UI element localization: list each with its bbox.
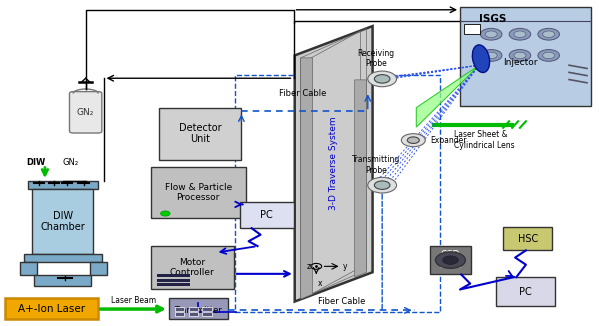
- Circle shape: [161, 211, 170, 216]
- FancyBboxPatch shape: [20, 262, 37, 275]
- Text: CCD
Cam.: CCD Cam.: [438, 250, 462, 270]
- FancyBboxPatch shape: [460, 7, 591, 106]
- Circle shape: [435, 252, 465, 268]
- Polygon shape: [416, 65, 479, 127]
- Circle shape: [485, 52, 497, 59]
- Circle shape: [514, 52, 526, 59]
- Text: Fiber Cable: Fiber Cable: [279, 89, 326, 98]
- Text: DIW
Chamber: DIW Chamber: [41, 211, 85, 232]
- FancyBboxPatch shape: [496, 277, 555, 306]
- FancyBboxPatch shape: [159, 108, 241, 160]
- Text: Transmitter: Transmitter: [174, 306, 222, 315]
- FancyBboxPatch shape: [5, 298, 98, 319]
- FancyBboxPatch shape: [175, 312, 184, 316]
- Circle shape: [443, 256, 458, 264]
- FancyBboxPatch shape: [464, 24, 480, 34]
- Text: Detector
Unit: Detector Unit: [179, 123, 222, 144]
- Circle shape: [374, 75, 390, 83]
- Text: Transmitting
Probe: Transmitting Probe: [352, 155, 400, 175]
- Text: Injector: Injector: [503, 58, 538, 67]
- Circle shape: [368, 71, 397, 87]
- Text: PC: PC: [260, 210, 273, 220]
- FancyBboxPatch shape: [34, 275, 91, 286]
- FancyBboxPatch shape: [503, 227, 552, 250]
- FancyBboxPatch shape: [28, 181, 98, 189]
- FancyBboxPatch shape: [175, 307, 184, 311]
- Circle shape: [368, 177, 397, 193]
- Polygon shape: [355, 80, 367, 277]
- Circle shape: [407, 137, 419, 143]
- Text: Expander: Expander: [430, 136, 467, 145]
- FancyBboxPatch shape: [90, 262, 107, 275]
- Text: GN₂: GN₂: [77, 108, 95, 117]
- Circle shape: [374, 181, 390, 189]
- Circle shape: [538, 50, 559, 61]
- FancyBboxPatch shape: [189, 312, 198, 316]
- Polygon shape: [295, 26, 373, 302]
- Polygon shape: [301, 58, 313, 299]
- Circle shape: [514, 31, 526, 37]
- Text: Motor
Controller: Motor Controller: [170, 258, 214, 277]
- Text: DIW: DIW: [26, 158, 46, 167]
- Text: GN₂: GN₂: [63, 158, 78, 167]
- Circle shape: [485, 31, 497, 37]
- FancyBboxPatch shape: [189, 307, 198, 311]
- Text: z: z: [307, 262, 311, 271]
- Circle shape: [538, 28, 559, 40]
- Text: HSC: HSC: [518, 234, 538, 244]
- FancyBboxPatch shape: [202, 307, 212, 311]
- Ellipse shape: [473, 45, 489, 72]
- Text: Flow & Particle
Processor: Flow & Particle Processor: [165, 183, 232, 202]
- FancyBboxPatch shape: [240, 202, 294, 228]
- Text: Laser Sheet &
Cylindrical Lens: Laser Sheet & Cylindrical Lens: [454, 130, 515, 150]
- Circle shape: [401, 134, 425, 147]
- FancyBboxPatch shape: [151, 246, 234, 289]
- Text: PC: PC: [519, 287, 532, 297]
- Circle shape: [543, 52, 555, 59]
- Text: Fiber Cable: Fiber Cable: [317, 297, 365, 306]
- FancyBboxPatch shape: [157, 274, 190, 277]
- Text: x: x: [317, 279, 322, 288]
- Circle shape: [480, 50, 502, 61]
- Text: 3-D Traverse System: 3-D Traverse System: [329, 116, 338, 210]
- FancyBboxPatch shape: [157, 279, 190, 282]
- FancyBboxPatch shape: [430, 246, 471, 274]
- FancyBboxPatch shape: [202, 312, 212, 316]
- FancyBboxPatch shape: [169, 298, 228, 319]
- FancyBboxPatch shape: [69, 92, 102, 133]
- FancyBboxPatch shape: [24, 254, 102, 262]
- Text: A+-Ion Laser: A+-Ion Laser: [17, 304, 85, 314]
- Text: Laser Beam: Laser Beam: [111, 296, 156, 305]
- FancyBboxPatch shape: [32, 189, 93, 254]
- Circle shape: [509, 50, 531, 61]
- Circle shape: [543, 31, 555, 37]
- Circle shape: [509, 28, 531, 40]
- FancyBboxPatch shape: [151, 167, 246, 218]
- Text: y: y: [343, 262, 348, 271]
- Text: Receiving
Probe: Receiving Probe: [358, 49, 395, 68]
- FancyBboxPatch shape: [157, 283, 190, 286]
- Circle shape: [480, 28, 502, 40]
- Text: ISGS: ISGS: [479, 14, 507, 24]
